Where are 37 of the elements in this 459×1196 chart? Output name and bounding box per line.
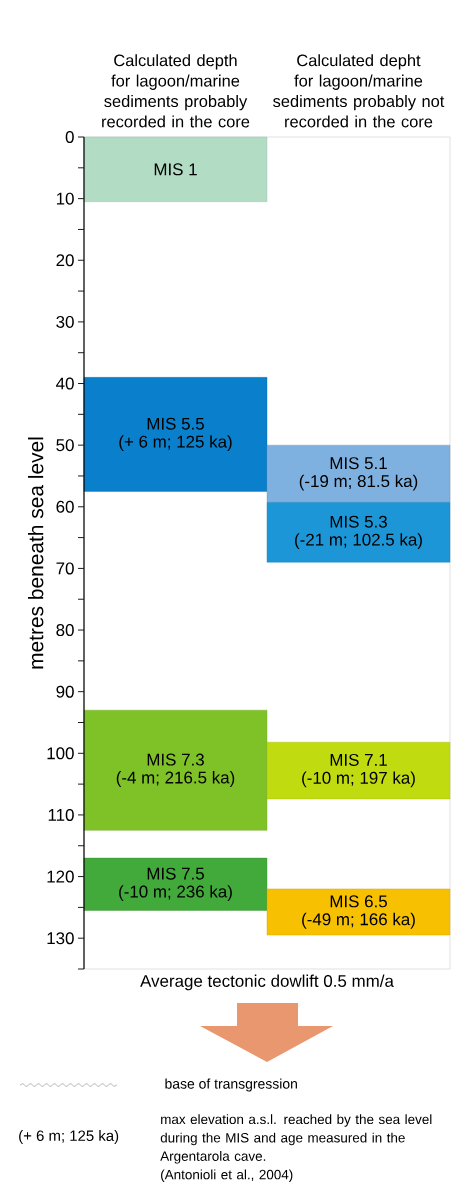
y-tick-label: 30: [56, 315, 74, 328]
text: max elevation a.s.l. reached by the sea level during the MIS and age measured in the Argentarola cave.: [160, 1114, 432, 1164]
x-tick-label: Calculated depht for lagoon/marine sediments probably not recorded in the core: [273, 54, 445, 128]
series-label: MIS 6.5: [330, 895, 387, 908]
y-tick-label: 100: [47, 747, 74, 760]
y-tick-label: 40: [56, 377, 74, 390]
y-tick-label: 50: [56, 439, 74, 452]
y-tick-label: 10: [56, 192, 74, 205]
y-tick-label: 130: [47, 932, 74, 945]
y-tick-label: 110: [48, 808, 74, 821]
series-label: MIS 1: [154, 163, 197, 176]
y-tick-label: 60: [56, 500, 74, 513]
text: base of transgression: [165, 1078, 297, 1092]
series-label: MIS 7.3: [147, 753, 204, 766]
y-tick-label: 0: [65, 131, 74, 143]
data-label: (-10 m; 236 ka): [119, 885, 232, 901]
data-label: (-4 m; 216.5 ka): [116, 771, 235, 787]
series-label: MIS 5.3: [330, 515, 387, 528]
y-tick-label: 20: [56, 254, 74, 267]
x-axis-title: Average tectonic dowlift 0.5 mm/a: [140, 974, 394, 991]
y-tick-label: 70: [56, 562, 74, 575]
y-tick-label: 90: [56, 685, 74, 698]
data-label: (-19 m; 81.5 ka): [299, 474, 418, 491]
data-label: (-21 m; 102.5 ka): [295, 533, 422, 549]
series-label: MIS 7.1: [330, 753, 387, 766]
text: (+ 6 m; 125 ka): [19, 1130, 119, 1144]
series-label: MIS 7.5: [147, 867, 204, 880]
data-label: (+ 6 m; 125 ka): [119, 435, 232, 451]
y-tick-label: 120: [47, 870, 74, 883]
series-label: MIS 5.5: [147, 417, 204, 430]
data-label: (-10 m; 197 ka): [302, 771, 415, 788]
data-label: (-49 m; 166 ka): [302, 912, 415, 929]
text: (Antonioli et al., 2004): [161, 1169, 293, 1183]
x-tick-label: Calculated depth for lagoon/marine sediments probably recorded in the core: [102, 54, 250, 128]
series-label: MIS 5.1: [330, 457, 387, 470]
y-axis-title: metres beneath sea level: [28, 437, 44, 669]
y-tick-label: 80: [56, 624, 74, 637]
